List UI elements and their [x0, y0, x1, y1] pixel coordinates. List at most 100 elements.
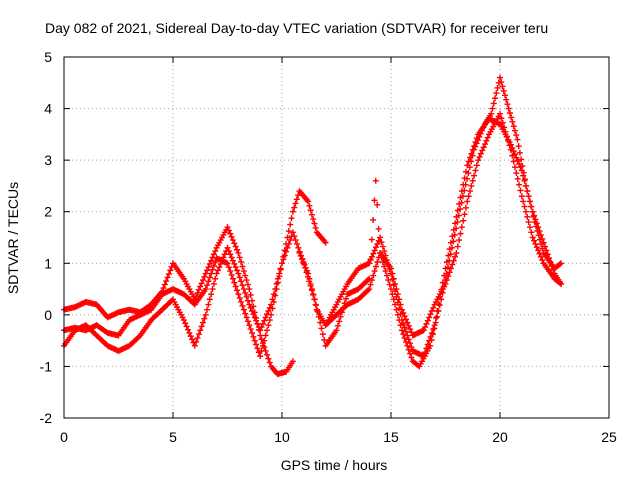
data-point [454, 207, 461, 214]
data-point [163, 278, 170, 285]
data-point [224, 260, 231, 267]
data-point [195, 286, 202, 293]
data-point [285, 228, 292, 235]
data-point [277, 266, 284, 273]
data-point [318, 325, 325, 332]
data-point [289, 358, 296, 365]
data-point [405, 336, 412, 343]
data-point [427, 333, 434, 340]
data-point [526, 198, 533, 205]
data-point [526, 224, 533, 231]
data-point [531, 212, 538, 219]
data-point [501, 124, 508, 131]
y-tick-label: 1 [44, 255, 52, 271]
data-point [231, 240, 238, 247]
data-point [388, 265, 394, 272]
data-point [525, 219, 532, 226]
data-point [209, 286, 216, 293]
data-point [471, 172, 478, 179]
data-point [546, 255, 553, 262]
data-point [244, 281, 251, 288]
data-point [521, 203, 528, 210]
data-point [301, 261, 308, 268]
data-point [251, 337, 258, 344]
data-point [476, 153, 483, 160]
data-point [446, 246, 453, 253]
data-point [475, 157, 482, 164]
data-point [312, 301, 319, 308]
data-point [242, 310, 249, 317]
data-point [524, 213, 531, 220]
data-point [373, 263, 380, 270]
data-point [306, 202, 313, 209]
data-point [536, 250, 543, 257]
y-axis-label: SDTVAR / TECUs [5, 182, 21, 294]
data-point [167, 267, 174, 274]
data-point [420, 327, 427, 334]
data-point [308, 211, 315, 218]
data-point [405, 322, 412, 329]
data-point [367, 257, 374, 264]
data-point [541, 243, 548, 250]
data-point [306, 275, 313, 282]
data-point [258, 336, 265, 343]
data-point [446, 269, 453, 276]
data-point [291, 204, 298, 211]
data-point [201, 315, 208, 322]
data-point [468, 150, 475, 157]
data-point [443, 258, 450, 265]
data-point [374, 258, 381, 265]
x-tick-label: 20 [492, 429, 508, 445]
data-point [250, 303, 257, 310]
y-tick-label: 0 [44, 307, 52, 323]
data-point [529, 208, 536, 215]
data-point [543, 247, 550, 254]
data-point [232, 243, 239, 250]
data-point [270, 291, 277, 298]
data-point [311, 296, 318, 303]
data-point [533, 244, 540, 251]
data-point [239, 302, 246, 309]
data-point [431, 322, 438, 329]
data-point [312, 224, 319, 231]
data-point [251, 314, 258, 321]
data-point [336, 318, 343, 325]
data-point [366, 275, 373, 282]
data-point [518, 167, 525, 174]
data-point [501, 92, 508, 99]
data-point [202, 286, 209, 293]
data-point [287, 221, 294, 228]
data-point [477, 150, 484, 157]
data-point [234, 267, 241, 274]
data-point [191, 342, 198, 349]
data-point [484, 134, 491, 141]
data-point [183, 323, 190, 330]
data-point [368, 253, 375, 260]
data-point [430, 304, 437, 311]
data-point [234, 287, 241, 294]
data-point [262, 332, 269, 339]
data-point [490, 100, 497, 107]
data-point [194, 335, 201, 342]
data-point [273, 286, 280, 293]
data-point [246, 286, 253, 293]
data-point [504, 101, 511, 108]
data-point [375, 237, 382, 244]
data-point [547, 258, 554, 265]
data-point [422, 324, 429, 331]
data-point [204, 282, 211, 289]
data-point [489, 105, 496, 112]
data-point [518, 156, 525, 163]
data-point [238, 258, 245, 265]
plot-frame [63, 56, 610, 419]
data-point [265, 307, 272, 314]
data-point [407, 326, 414, 333]
data-point [228, 233, 235, 240]
data-point [428, 307, 435, 314]
data-point [528, 203, 535, 210]
data-point [506, 142, 513, 149]
data-point [398, 306, 405, 313]
data-point [216, 264, 223, 271]
data-point [273, 280, 280, 287]
